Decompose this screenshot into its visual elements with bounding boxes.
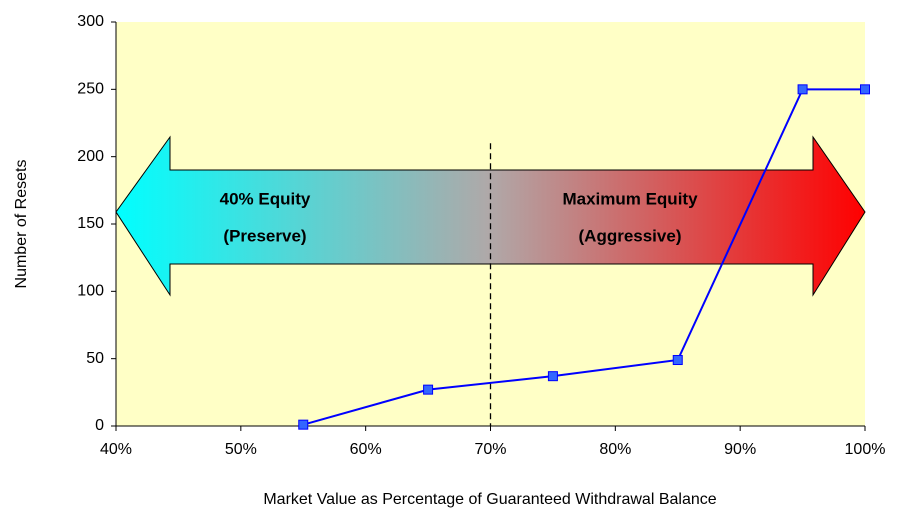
annotation: (Aggressive): [579, 226, 682, 245]
y-axis-label: Number of Resets: [13, 160, 30, 289]
x-tick-label: 80%: [599, 441, 631, 458]
x-tick-label: 60%: [350, 441, 382, 458]
data-point: [423, 384, 434, 395]
y-tick-label: 300: [77, 13, 104, 30]
annotation: Maximum Equity: [562, 189, 698, 208]
y-tick-label: 100: [77, 283, 104, 300]
data-point: [547, 371, 558, 382]
annotation: 40% Equity: [220, 189, 311, 208]
data-point: [298, 419, 309, 430]
y-tick-label: 50: [86, 350, 104, 367]
x-tick-label: 70%: [474, 441, 506, 458]
y-tick-label: 150: [77, 215, 104, 232]
x-tick-label: 40%: [100, 441, 132, 458]
y-tick-label: 250: [77, 81, 104, 98]
data-point: [860, 84, 870, 95]
annotation: (Preserve): [223, 226, 306, 245]
data-point: [797, 84, 808, 95]
x-tick-label: 90%: [724, 441, 756, 458]
x-axis-label: Market Value as Percentage of Guaranteed…: [263, 491, 716, 508]
series-line: [302, 88, 865, 426]
x-tick-label: 100%: [845, 441, 886, 458]
y-tick-label: 200: [77, 148, 104, 165]
data-point: [672, 355, 683, 366]
x-tick-label: 50%: [225, 441, 257, 458]
y-tick-label: 0: [95, 417, 104, 434]
